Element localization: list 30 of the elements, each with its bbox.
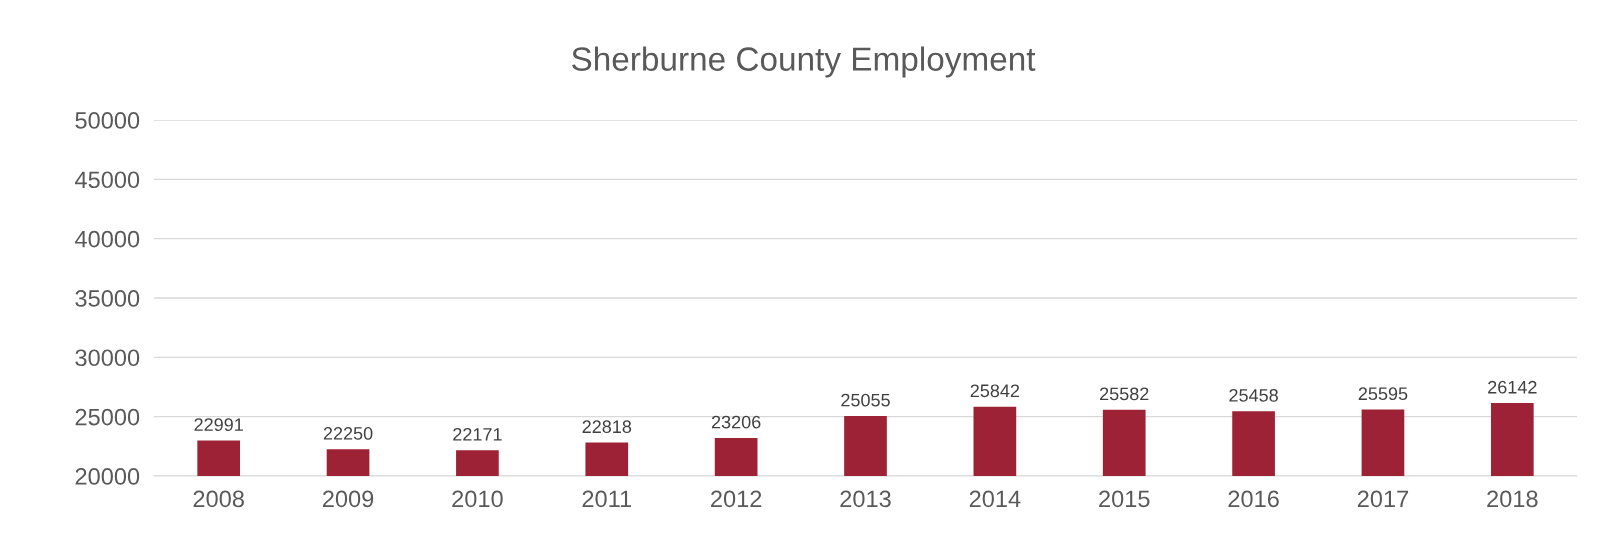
y-tick-label: 20000: [75, 468, 140, 485]
x-tick-label: 2013: [840, 490, 891, 508]
x-tick-label: 2015: [1099, 490, 1150, 508]
data-label: 23206: [711, 415, 761, 429]
chart-title: Sherburne County Employment: [572, 46, 1036, 78]
data-label: 26142: [1488, 380, 1537, 394]
y-tick-label: 35000: [75, 290, 140, 307]
y-tick-label: 45000: [75, 171, 140, 189]
x-tick-label: 2008: [193, 490, 244, 508]
x-tick-label: 2018: [1487, 490, 1538, 508]
data-label: 22991: [194, 418, 243, 431]
data-label: 22171: [453, 427, 502, 441]
y-tick-label: 50000: [75, 112, 140, 129]
data-label: 22250: [323, 427, 373, 440]
x-tick-label: 2009: [322, 490, 374, 508]
data-label: 25595: [1358, 387, 1408, 401]
x-tick-label: 2014: [969, 490, 1021, 508]
y-tick-label: 40000: [75, 230, 140, 248]
x-tick-label: 2017: [1357, 490, 1409, 508]
x-tick-label: 2016: [1228, 490, 1279, 508]
data-label: 25055: [841, 393, 890, 407]
y-tick-label: 25000: [75, 408, 140, 426]
data-label: 25582: [1100, 387, 1149, 401]
x-tick-label: 2012: [711, 490, 762, 508]
data-label: 25458: [1229, 388, 1278, 402]
x-tick-label: 2011: [582, 490, 632, 508]
data-label: 22818: [582, 420, 632, 434]
y-tick-label: 30000: [75, 349, 140, 367]
data-label: 25842: [970, 384, 1020, 398]
x-tick-label: 2010: [452, 490, 503, 508]
